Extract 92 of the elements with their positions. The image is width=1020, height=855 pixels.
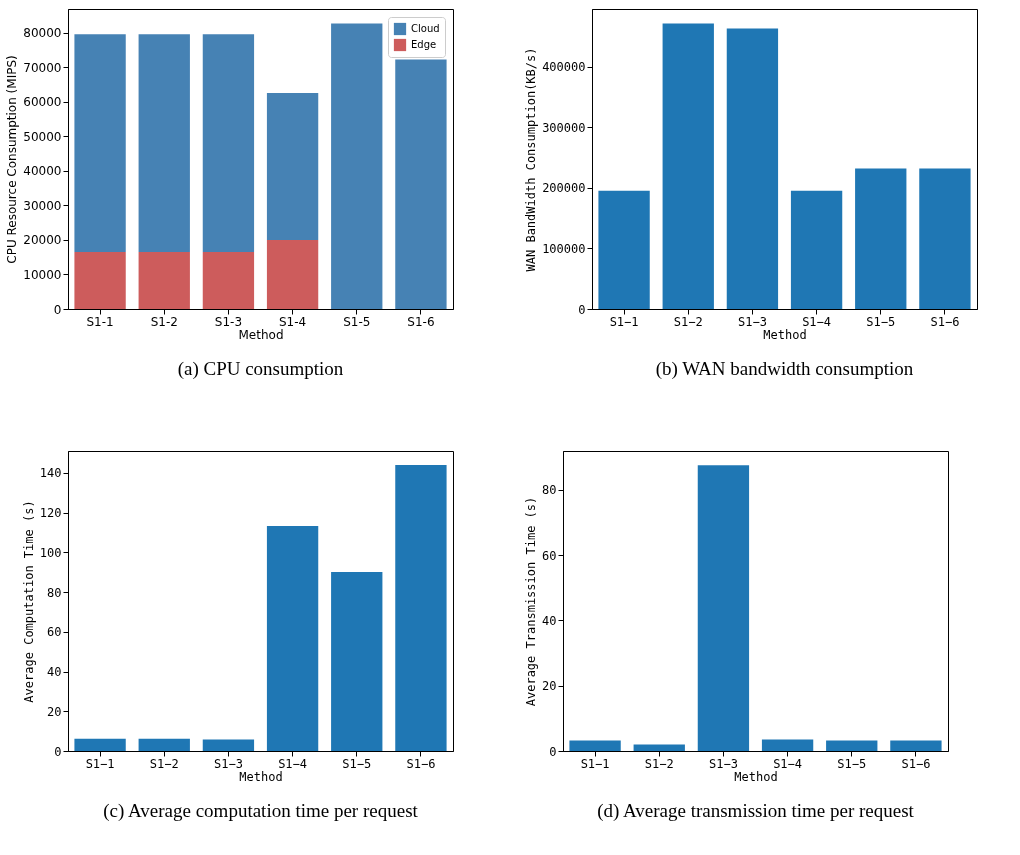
x-tick-label: S1−6 <box>901 756 931 771</box>
bar <box>569 740 621 751</box>
x-tick-label: S1−2 <box>644 756 674 771</box>
y-tick-label: 10000 <box>23 267 62 282</box>
bar <box>855 168 907 309</box>
bar <box>726 28 779 309</box>
y-tick-label: 20 <box>47 704 62 719</box>
bar <box>74 34 126 252</box>
y-tick-label: 140 <box>39 466 62 481</box>
y-tick-label: 120 <box>39 506 62 521</box>
y-tick-label: 20 <box>542 679 557 694</box>
x-tick-label: S1−1 <box>580 756 610 771</box>
y-tick-label: 60000 <box>23 95 62 110</box>
bar <box>266 239 319 309</box>
x-tick-label: S1-4 <box>278 314 307 329</box>
x-tick-label: S1−4 <box>278 756 308 771</box>
y-axis-title: Average Computation Time (s) <box>21 500 36 703</box>
bar <box>331 23 383 309</box>
x-tick-label: S1−5 <box>866 314 896 329</box>
x-tick-label: S1−5 <box>837 756 867 771</box>
x-tick-label: S1−4 <box>773 756 803 771</box>
bar <box>790 190 843 309</box>
x-tick-label: S1−3 <box>737 314 767 329</box>
x-axis-title: Method <box>734 769 778 784</box>
text: (d) Average transmission time per request <box>597 800 915 822</box>
bar <box>138 34 190 252</box>
y-tick-label: 60 <box>47 625 62 640</box>
y-tick-label: 80 <box>542 483 557 498</box>
y-axis-title: WAN BandWidth Consumption(KB/s) <box>524 47 539 272</box>
bar <box>890 740 942 751</box>
y-tick-label: 100 <box>39 545 62 560</box>
y-tick-label: 0 <box>549 744 557 759</box>
x-tick-label: S1−4 <box>802 314 832 329</box>
y-tick-label: 70000 <box>23 60 62 75</box>
bar <box>202 34 255 252</box>
bar <box>395 465 447 751</box>
x-tick-label: S1-1 <box>86 314 114 329</box>
bar <box>633 744 685 751</box>
x-tick-label: S1−6 <box>930 314 960 329</box>
bar <box>202 251 255 309</box>
y-tick-label: 0 <box>53 302 62 317</box>
x-tick-label: S1−6 <box>406 756 436 771</box>
bar <box>826 740 878 751</box>
x-tick-label: S1-6 <box>407 314 435 329</box>
y-tick-label: 200000 <box>542 181 586 196</box>
x-tick-label: S1-3 <box>214 314 243 329</box>
x-tick-label: S1−2 <box>673 314 703 329</box>
bar <box>331 571 383 751</box>
x-tick-label: S1−1 <box>85 756 115 771</box>
text: (a) CPU consumption <box>177 358 344 380</box>
bar <box>74 251 126 309</box>
x-tick-label: S1−5 <box>342 756 372 771</box>
x-axis-title: Method <box>238 327 284 342</box>
legend-label: Edge <box>411 39 437 50</box>
bar <box>761 739 814 751</box>
text: (b) WAN bandwidth consumption <box>655 358 914 380</box>
bar <box>138 738 190 751</box>
y-tick-label: 0 <box>578 302 586 317</box>
y-tick-label: 60 <box>542 548 557 563</box>
x-tick-label: S1−3 <box>708 756 738 771</box>
y-tick-label: 100000 <box>542 241 586 256</box>
y-tick-label: 40 <box>47 665 62 680</box>
y-tick-label: 30000 <box>23 198 62 213</box>
x-tick-label: S1−1 <box>609 314 639 329</box>
bar <box>266 92 319 240</box>
bar <box>202 739 255 751</box>
legend-label: Cloud <box>411 23 440 34</box>
bar <box>919 168 971 309</box>
bar <box>138 251 190 309</box>
y-tick-label: 300000 <box>542 120 586 135</box>
y-tick-label: 80000 <box>23 26 62 40</box>
y-tick-label: 20000 <box>23 233 62 248</box>
x-tick-label: S1−2 <box>149 756 179 771</box>
y-tick-label: 400000 <box>542 60 586 75</box>
y-axis-title: CPU Resource Consumption (MIPS) <box>5 55 20 264</box>
bar <box>266 525 319 751</box>
bar <box>598 190 650 309</box>
bar <box>74 738 126 751</box>
y-tick-label: 40 <box>542 613 557 628</box>
y-tick-label: 50000 <box>23 129 62 144</box>
text: (c) Average computation time per request <box>103 800 419 822</box>
x-axis-title: Method <box>239 769 283 784</box>
y-tick-label: 0 <box>54 744 62 759</box>
y-tick-label: 40000 <box>23 164 62 179</box>
y-tick-label: 80 <box>47 585 62 600</box>
x-tick-label: S1−3 <box>213 756 243 771</box>
x-axis-title: Method <box>763 327 807 342</box>
bar <box>697 465 750 751</box>
x-tick-label: S1-2 <box>150 314 178 329</box>
y-axis-title: Average Transmission Time (s) <box>524 496 539 707</box>
x-tick-label: S1-5 <box>343 314 371 329</box>
bar <box>662 23 714 309</box>
